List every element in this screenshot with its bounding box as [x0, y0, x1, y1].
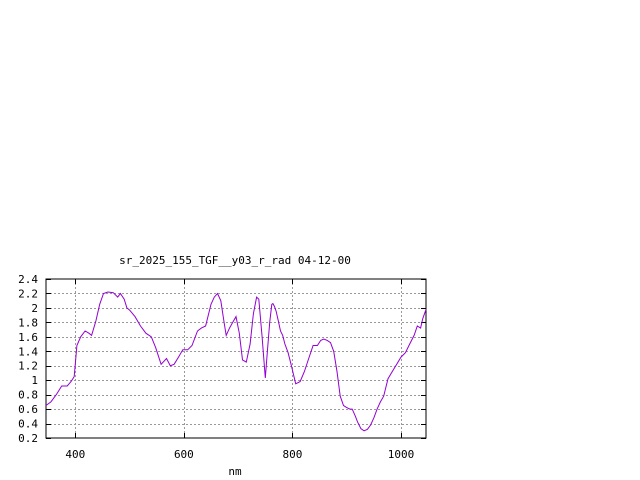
- grid: [46, 279, 426, 438]
- x-tick-label: 600: [174, 448, 194, 461]
- axis-ticks: [46, 279, 426, 439]
- y-tick-label: 0.8: [18, 389, 38, 402]
- y-tick-label: 0.6: [18, 403, 38, 416]
- y-tick-label: 1.2: [18, 360, 38, 373]
- y-tick-label: 1.6: [18, 331, 38, 344]
- y-tick-label: 2.4: [18, 273, 38, 286]
- x-tick-label: 800: [283, 448, 303, 461]
- chart-title: sr_2025_155_TGF__y03_r_rad 04-12-00: [119, 254, 351, 267]
- plot-border: [45, 278, 427, 439]
- series-line: [45, 291, 427, 432]
- x-tick-label: 1000: [388, 448, 415, 461]
- y-tick-labels: 0.20.4 0.60.8 11.2 1.41.6 1.82 2.22.4: [18, 273, 38, 445]
- x-tick-labels: 400 600 800 1000: [65, 448, 414, 461]
- y-tick-label: 1.4: [18, 345, 38, 358]
- y-tick-label: 0.2: [18, 432, 38, 445]
- y-tick-label: 2.2: [18, 287, 38, 300]
- y-tick-label: 2: [31, 302, 38, 315]
- y-tick-label: 1: [31, 374, 38, 387]
- y-tick-label: 0.4: [18, 418, 38, 431]
- x-tick-label: 400: [65, 448, 85, 461]
- y-tick-label: 1.8: [18, 316, 38, 329]
- x-axis-label: nm: [228, 465, 242, 478]
